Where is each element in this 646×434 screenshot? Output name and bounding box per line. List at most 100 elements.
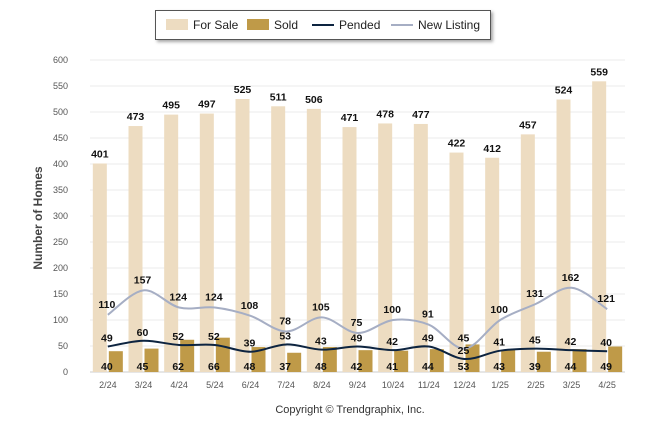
bar-for-sale <box>378 123 393 372</box>
label-sold: 62 <box>172 361 184 373</box>
label-sold: 45 <box>137 361 149 373</box>
label-pended: 49 <box>351 333 363 345</box>
x-tick-label: 2/24 <box>99 380 117 390</box>
bar-sold <box>287 352 302 372</box>
legend-label: For Sale <box>193 18 239 32</box>
label-for-sale: 477 <box>412 109 430 121</box>
x-tick-label: 4/24 <box>170 380 188 390</box>
label-new-listing: 105 <box>312 301 330 313</box>
label-for-sale: 525 <box>234 84 252 96</box>
bar-for-sale <box>306 108 321 372</box>
bar-sold <box>394 350 409 372</box>
bar-for-sale <box>520 134 535 372</box>
label-sold: 40 <box>101 361 113 373</box>
x-tick-label: 5/24 <box>206 380 224 390</box>
legend-label: Sold <box>274 18 298 32</box>
legend-label: Pended <box>339 18 380 32</box>
label-new-listing: 124 <box>169 292 187 304</box>
label-sold: 42 <box>351 361 363 373</box>
lines <box>107 286 608 361</box>
bar-sold <box>251 347 266 372</box>
x-tick-label: 7/24 <box>277 380 295 390</box>
y-tick-label: 600 <box>53 55 68 65</box>
bar-sold <box>108 351 123 372</box>
label-new-listing: 75 <box>351 317 363 329</box>
x-tick-label: 2/25 <box>527 380 545 390</box>
label-pended: 60 <box>137 327 149 339</box>
bar-sold <box>358 350 373 372</box>
y-tick-label: 500 <box>53 107 68 117</box>
label-for-sale: 495 <box>162 100 180 112</box>
label-new-listing: 100 <box>490 304 508 316</box>
label-new-listing: 124 <box>205 292 223 304</box>
label-sold: 37 <box>279 361 291 373</box>
label-for-sale: 559 <box>590 66 608 78</box>
bar-sold <box>429 349 444 372</box>
label-new-listing: 45 <box>458 333 470 345</box>
x-tick-label: 8/24 <box>313 380 331 390</box>
label-for-sale: 511 <box>270 91 287 103</box>
bar-for-sale <box>592 81 607 372</box>
bar-for-sale <box>413 123 428 373</box>
label-pended: 52 <box>208 331 220 343</box>
x-tick-label: 12/24 <box>453 380 476 390</box>
label-new-listing: 162 <box>562 272 580 284</box>
bar-for-sale <box>556 99 571 373</box>
legend: For Sale Sold Pended New Listing <box>166 18 480 32</box>
label-pended: 41 <box>493 337 505 349</box>
bar-sold <box>322 347 337 372</box>
label-new-listing: 78 <box>279 315 291 327</box>
y-tick-label: 100 <box>53 315 68 325</box>
label-new-listing: 110 <box>98 299 115 311</box>
label-new-listing: 121 <box>597 293 615 305</box>
label-pended: 49 <box>422 333 434 345</box>
x-tick-label: 11/24 <box>418 380 440 390</box>
label-for-sale: 422 <box>448 138 466 150</box>
legend-label: New Listing <box>418 18 480 32</box>
label-pended: 42 <box>565 336 577 348</box>
label-sold: 53 <box>458 361 470 373</box>
bar-for-sale <box>342 127 357 372</box>
bar-for-sale <box>485 157 500 372</box>
label-for-sale: 497 <box>198 99 216 111</box>
label-for-sale: 471 <box>341 112 359 124</box>
label-pended: 42 <box>386 336 398 348</box>
x-tick-label: 4/25 <box>598 380 616 390</box>
bar-sold <box>144 348 159 372</box>
y-tick-label: 300 <box>53 211 68 221</box>
label-sold: 48 <box>315 361 327 373</box>
bar-sold <box>536 351 551 372</box>
bar-sold <box>608 346 623 372</box>
bar-for-sale <box>271 106 286 372</box>
line-pended <box>107 339 608 361</box>
label-pended: 45 <box>529 335 541 347</box>
bar-sold <box>501 349 516 372</box>
legend-frame <box>155 10 491 40</box>
bar-for-sale <box>128 126 143 372</box>
bar-for-sale <box>164 114 179 372</box>
label-pended: 53 <box>279 330 291 342</box>
label-pended: 49 <box>101 333 113 345</box>
x-tick-label: 1/25 <box>491 380 509 390</box>
legend-swatch <box>247 19 269 30</box>
label-sold: 43 <box>493 361 505 373</box>
label-sold: 39 <box>529 361 541 373</box>
label-pended: 52 <box>172 331 184 343</box>
data-labels: 401 40 49 110 473 45 60 157 495 62 52 124 497 66 52 124… <box>91 66 615 373</box>
label-new-listing: 91 <box>422 309 434 321</box>
x-tick-label: 6/24 <box>242 380 260 390</box>
label-new-listing: 100 <box>383 304 401 316</box>
copyright-text: Copyright © Trendgraphix, Inc. <box>275 404 424 416</box>
label-for-sale: 412 <box>483 143 501 155</box>
label-for-sale: 478 <box>376 108 394 120</box>
label-new-listing: 131 <box>526 288 544 300</box>
label-pended: 40 <box>600 337 612 349</box>
y-tick-label: 50 <box>58 341 68 351</box>
label-sold: 44 <box>565 361 577 373</box>
label-new-listing: 108 <box>241 300 259 312</box>
label-pended: 25 <box>458 345 470 357</box>
legend-swatch <box>166 19 188 30</box>
grid <box>90 59 625 373</box>
y-tick-label: 250 <box>53 237 68 247</box>
